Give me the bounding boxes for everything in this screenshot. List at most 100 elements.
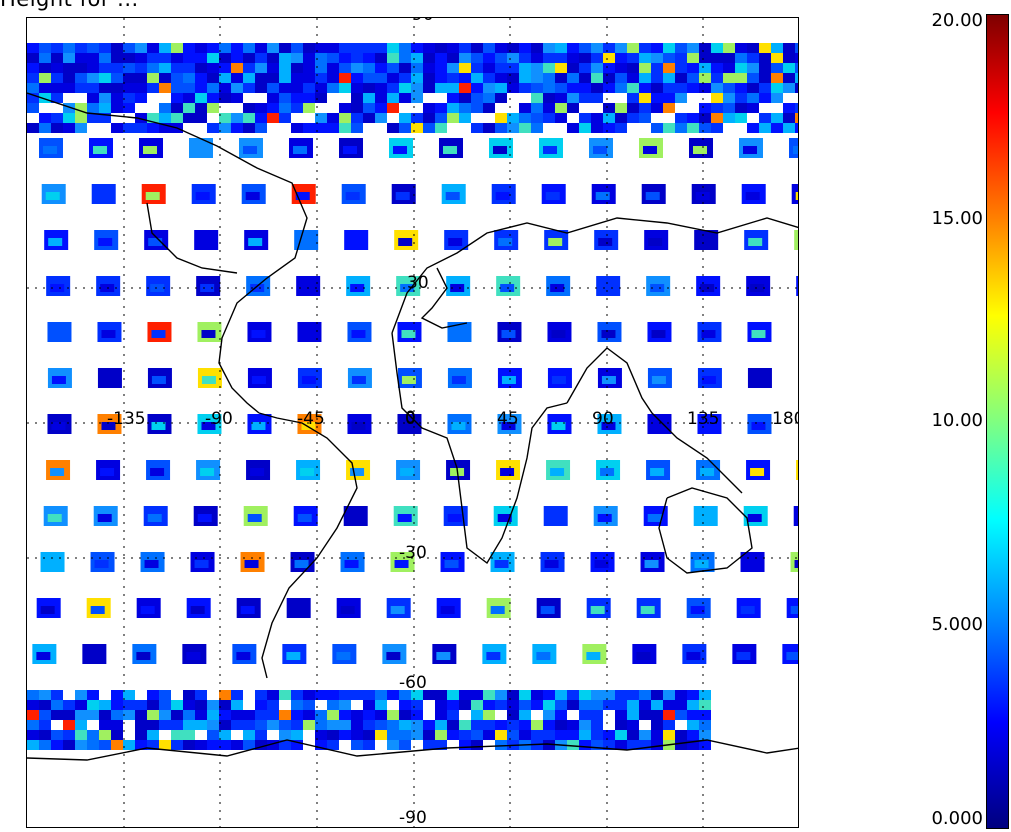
swath-cell: [63, 73, 75, 83]
data-swaths: [27, 43, 798, 750]
swath-cell: [315, 53, 327, 63]
swath-cell: [495, 690, 507, 700]
swath-cell: [507, 700, 519, 710]
swath-cell: [87, 113, 99, 123]
swath-cell: [27, 53, 39, 63]
swath-cell: [519, 43, 531, 53]
swath-cell: [651, 63, 663, 73]
swath-cell: [579, 43, 591, 53]
swath-cell: [195, 53, 207, 63]
swath-cell: [735, 73, 747, 83]
swath-cell: [507, 123, 519, 133]
lon-label-0: 0: [405, 409, 416, 429]
swath-cell: [159, 53, 171, 63]
swath-cell: [39, 740, 51, 750]
swath-cell: [579, 123, 591, 133]
swath-cell: [471, 53, 483, 63]
swath-cell: [423, 43, 435, 53]
swath-cell: [51, 53, 63, 63]
swath-cell: [471, 123, 483, 133]
swath-cell: [531, 43, 543, 53]
swath-cell: [63, 103, 75, 113]
swath-cell: [255, 690, 267, 700]
swath-cell: [303, 53, 315, 63]
swath-cell: [771, 113, 783, 123]
swath-cell: [351, 93, 363, 103]
swath-cell: [651, 690, 663, 700]
swath-cell: [483, 63, 495, 73]
swath-cell: [135, 93, 147, 103]
swath-cell: [279, 740, 291, 750]
swath-cell: [75, 123, 87, 133]
swath-cell: [243, 63, 255, 73]
swath-cell: [747, 123, 759, 133]
swath-cell: [783, 123, 795, 133]
swath-cell: [197, 514, 212, 522]
swath-cell: [363, 103, 375, 113]
swath-cell: [387, 63, 399, 73]
swath-cell: [543, 740, 555, 750]
colorbar-tick-15: 15.00: [931, 208, 983, 229]
swath-cell: [39, 710, 51, 720]
swath-cell: [591, 720, 603, 730]
swath-cell: [387, 690, 399, 700]
swath-cell: [87, 73, 99, 83]
swath-cell: [567, 730, 579, 740]
swath-cell: [195, 740, 207, 750]
swath-cell: [627, 700, 639, 710]
swath-cell: [279, 730, 291, 740]
swath-cell: [27, 730, 39, 740]
swath-cell: [51, 330, 66, 338]
swath-cell: [543, 103, 555, 113]
swath-cell: [495, 123, 507, 133]
swath-cell: [531, 73, 543, 83]
swath-cell: [93, 146, 107, 154]
swath-cell: [251, 330, 266, 338]
swath-cell: [735, 63, 747, 73]
swath-cell: [447, 53, 459, 63]
swath-cell: [435, 690, 447, 700]
swath-cell: [711, 53, 723, 63]
swath-cell: [279, 73, 291, 83]
swath-cell: [63, 83, 75, 93]
swath-cell: [786, 652, 798, 660]
swath-cell: [195, 710, 207, 720]
swath-cell: [579, 710, 591, 720]
swath-cell: [651, 123, 663, 133]
swath-cell: [219, 123, 231, 133]
swath-cell: [519, 103, 531, 113]
swath-cell: [27, 720, 39, 730]
swath-cell: [694, 560, 709, 568]
swath-cell: [351, 710, 363, 720]
swath-cell: [231, 43, 243, 53]
swath-cell: [686, 652, 701, 660]
swath-cell: [303, 43, 315, 53]
swath-cell: [135, 53, 147, 63]
swath-cell: [267, 103, 279, 113]
swath-cell: [279, 93, 291, 103]
swath-cell: [351, 63, 363, 73]
swath-cell: [700, 468, 715, 476]
swath-cell: [231, 83, 243, 93]
swath-cell: [615, 720, 627, 730]
swath-cell: [444, 560, 459, 568]
swath-cell: [627, 53, 639, 63]
swath-cell: [291, 720, 303, 730]
swath-cell: [87, 690, 99, 700]
swath-cell: [135, 123, 147, 133]
swath-cell: [567, 740, 579, 750]
swath-cell: [639, 730, 651, 740]
swath-cell: [495, 113, 507, 123]
swath-cell: [267, 73, 279, 83]
swath-cell: [627, 73, 639, 83]
swath-cell: [250, 468, 265, 476]
swath-cell: [63, 123, 75, 133]
swath-cell: [711, 43, 723, 53]
swath-cell: [44, 560, 59, 568]
swath-cell: [347, 514, 362, 522]
swath-cell: [411, 690, 423, 700]
swath-cell: [303, 720, 315, 730]
swath-cell: [327, 720, 339, 730]
swath-cell: [543, 93, 555, 103]
swath-cell: [627, 690, 639, 700]
